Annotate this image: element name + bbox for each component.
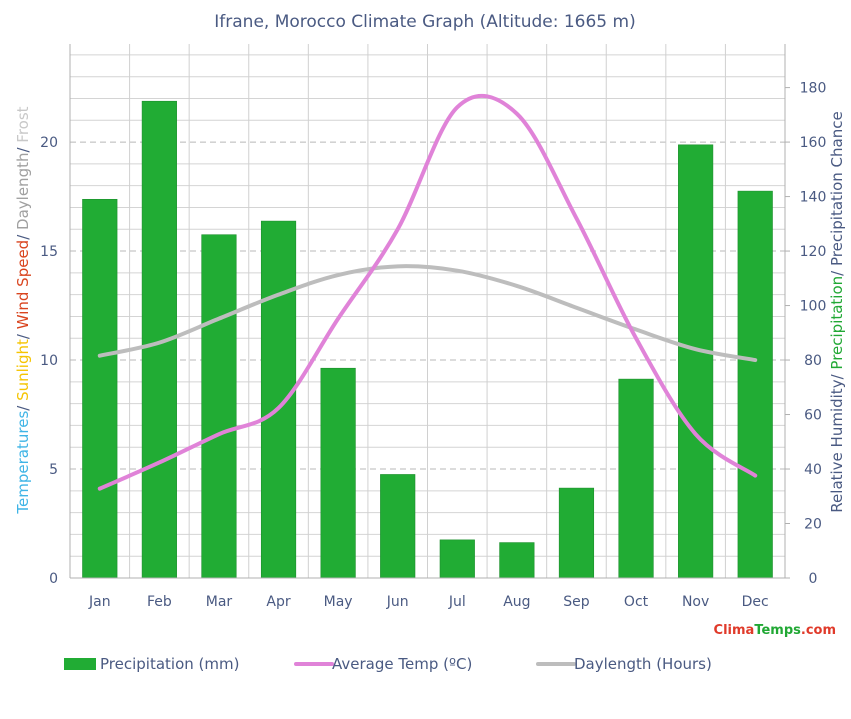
precipitation-bar [558, 487, 595, 579]
legend-label: Average Temp (ºC) [332, 655, 472, 673]
right-tick-label: 120 [800, 244, 827, 260]
precipitation-bar [678, 144, 714, 579]
x-tick-label: Dec [742, 594, 769, 610]
left-axis-title-part: / [14, 230, 32, 240]
left-axis-title-part: / [14, 329, 32, 339]
legend-swatch-precipitation [64, 658, 96, 670]
left-axis-title-part: Temperatures [14, 411, 32, 515]
right-tick-label: 140 [800, 190, 827, 206]
x-tick-label: Feb [147, 594, 172, 610]
right-axis-title-part: Relative Humidity [828, 379, 846, 512]
right-axis-title: Relative Humidity/ Precipitation/ Precip… [828, 111, 846, 512]
x-tick-label: Aug [503, 594, 530, 610]
right-axis-title-part: / [828, 266, 846, 276]
x-tick-label: Jul [448, 594, 466, 610]
right-tick-label: 0 [809, 571, 818, 587]
precipitation-bar [260, 220, 297, 579]
left-tick-label: 15 [40, 244, 58, 260]
precipitation-bar [737, 190, 773, 579]
right-tick-label: 20 [804, 517, 822, 533]
left-tick-label: 10 [40, 353, 58, 369]
precipitation-bar [618, 378, 654, 579]
x-tick-label: Oct [624, 594, 649, 610]
legend: Precipitation (mm) Average Temp (ºC) Dayle… [64, 655, 712, 673]
right-axis-title-part: Precipitation [828, 276, 846, 370]
axes: 0 5 10 15 20 0 20 40 60 80 100 120 140 160 180 Jan Feb Ma… [14, 44, 846, 610]
x-tick-label: Sep [563, 594, 590, 610]
x-tick-label: Mar [206, 594, 233, 610]
right-tick-label: 60 [804, 408, 822, 424]
brand-logo[interactable]: ClimaTemps.com [714, 623, 836, 638]
left-axis-title-part: Daylength [14, 153, 32, 230]
left-axis-title-part: / [14, 143, 32, 153]
x-tick-label: May [324, 594, 353, 610]
left-axis-title: Temperatures/ Sunlight/ Wind Speed/ Dayl… [14, 106, 32, 514]
left-axis-title-part: Sunlight [14, 339, 32, 401]
left-axis-title-part: Frost [14, 106, 32, 142]
chart-title: Ifrane, Morocco Climate Graph (Altitude:… [214, 12, 635, 32]
x-tick-label: Nov [682, 594, 709, 610]
left-tick-label: 20 [40, 135, 58, 151]
left-tick-label: 5 [49, 462, 58, 478]
left-axis-title-part: Wind Speed [14, 240, 32, 330]
right-tick-label: 180 [800, 81, 827, 97]
brand-part-temps: Temps [754, 623, 801, 638]
x-tick-label: Jan [88, 594, 111, 610]
daylength-line [97, 264, 758, 363]
precipitation-bar [380, 474, 416, 579]
right-axis-title-part: / [828, 370, 846, 380]
right-tick-label: 160 [800, 135, 827, 151]
average-temp-line [97, 93, 758, 491]
x-tick-label: Jun [386, 594, 409, 610]
left-axis-title-part: / [14, 401, 32, 411]
right-axis-title-part: Precipitation Chance [828, 111, 846, 266]
right-tick-label: 80 [804, 353, 822, 369]
precipitation-bar [499, 542, 535, 579]
precipitation-bar [439, 539, 475, 579]
right-tick-label: 40 [804, 462, 822, 478]
x-tick-label: Apr [266, 594, 290, 610]
legend-label: Daylength (Hours) [574, 655, 712, 673]
brand-part-clima: Clima [714, 623, 755, 638]
left-tick-label: 0 [49, 571, 58, 587]
precipitation-bar [320, 367, 356, 579]
precipitation-bar [82, 198, 118, 579]
legend-label: Precipitation (mm) [100, 655, 239, 673]
grid [69, 44, 786, 578]
line-series [97, 93, 758, 491]
precipitation-bars [82, 100, 773, 579]
right-tick-label: 100 [800, 299, 827, 315]
precipitation-bar [201, 234, 237, 579]
brand-part-com: .com [801, 623, 836, 638]
